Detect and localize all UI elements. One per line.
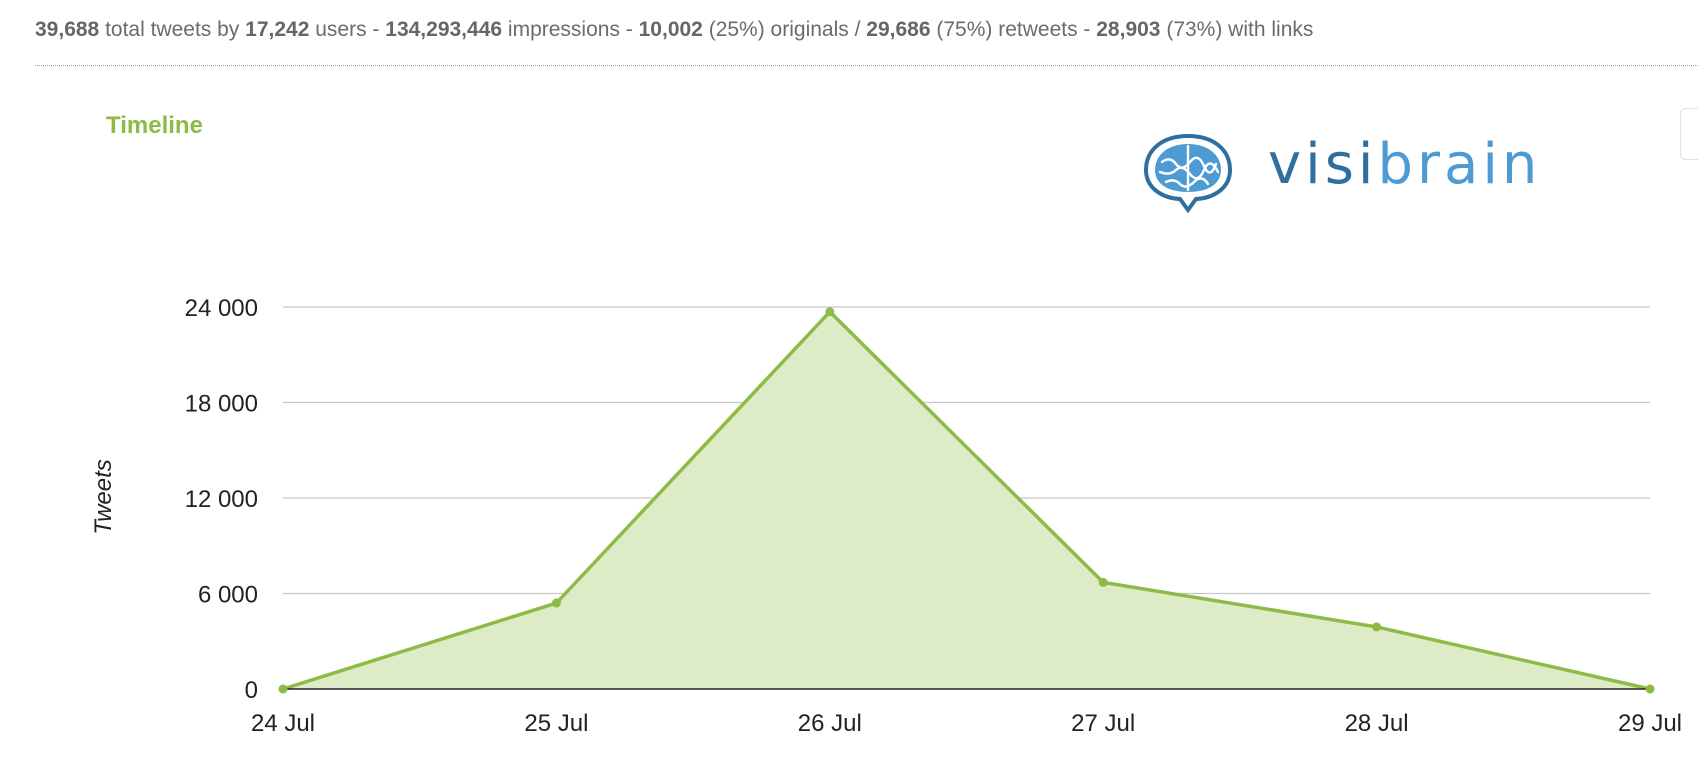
data-point[interactable]	[1372, 622, 1382, 632]
data-point[interactable]	[1098, 577, 1108, 587]
users-value: 17,242	[245, 18, 310, 41]
area-fill	[283, 311, 1650, 689]
series-line	[282, 310, 1651, 691]
x-tick-label: 27 Jul	[1071, 710, 1135, 737]
links-label: (73%) with links	[1166, 18, 1314, 41]
data-point[interactable]	[278, 684, 288, 694]
x-tick-label: 29 Jul	[1618, 710, 1682, 737]
users-label: users -	[315, 18, 380, 41]
y-tick-label: 0	[245, 677, 258, 704]
originals-label: (25%) originals /	[708, 18, 861, 41]
y-tick-label: 6 000	[198, 582, 258, 609]
originals-value: 10,002	[638, 18, 703, 41]
impressions-value: 134,293,446	[385, 18, 503, 41]
data-point[interactable]	[551, 598, 561, 608]
impressions-label: impressions -	[507, 18, 633, 41]
brain-speech-bubble-icon	[1143, 133, 1233, 214]
panel-title: Timeline	[106, 112, 203, 139]
x-tick-label: 25 Jul	[524, 710, 588, 737]
visibrain-logo: visibrain	[1140, 122, 1610, 222]
retweets-label: (75%) retweets -	[936, 18, 1091, 41]
total-tweets-label: total tweets by	[105, 18, 240, 41]
data-point[interactable]	[825, 307, 835, 317]
stats-summary: 39,688 total tweets by 17,242 users - 13…	[35, 18, 1698, 66]
y-tick-label: 18 000	[185, 391, 258, 418]
side-panel-tab[interactable]	[1680, 108, 1698, 160]
x-tick-label: 26 Jul	[798, 710, 862, 737]
x-tick-label: 28 Jul	[1345, 710, 1409, 737]
links-value: 28,903	[1096, 18, 1161, 41]
y-tick-label: 24 000	[185, 295, 258, 322]
logo-wordmark: visibrain	[1268, 132, 1541, 197]
x-tick-label: 24 Jul	[251, 710, 315, 737]
data-point[interactable]	[1645, 684, 1655, 694]
logo-text-part2: brain	[1377, 132, 1542, 197]
y-axis-label: Tweets	[90, 459, 117, 535]
logo-text-part1: visi	[1268, 132, 1378, 197]
retweets-value: 29,686	[866, 18, 931, 41]
total-tweets-value: 39,688	[35, 18, 100, 41]
y-tick-label: 12 000	[185, 486, 258, 513]
